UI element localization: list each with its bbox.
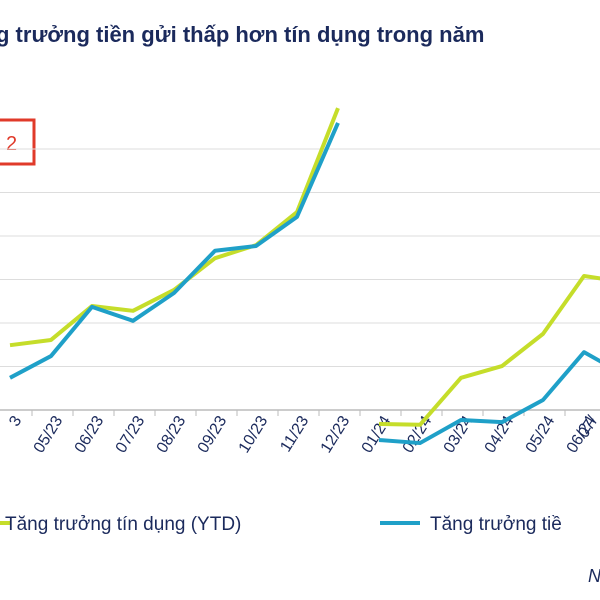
x-tick-label: 06/23 — [72, 413, 108, 456]
series-line — [9, 107, 340, 348]
x-tick-label: 10/23 — [236, 413, 272, 456]
x-tick-label: 09/23 — [195, 413, 231, 456]
x-tick-label: 01/24 — [359, 413, 395, 456]
x-tick-label: 3 — [6, 413, 25, 430]
x-tick-label: 07/23 — [113, 413, 149, 456]
series-line — [378, 350, 600, 446]
source-note: N — [588, 566, 600, 586]
badge: 2 — [6, 133, 17, 155]
x-tick-label: 02/24 — [400, 413, 436, 456]
x-tick-label: 08/23 — [154, 413, 190, 456]
series-line — [378, 274, 600, 427]
x-tick-label: 05/23 — [31, 413, 67, 456]
x-tick-label: 05/24 — [523, 413, 559, 456]
x-tick-label: 11/23 — [277, 413, 312, 455]
badge-box — [0, 118, 36, 166]
legend-label: Tăng trưởng tín dụng (YTD) — [5, 514, 241, 535]
legend-label: Tăng trưởng tiề — [430, 514, 562, 535]
series-line — [9, 122, 340, 380]
chart-title: g trưởng tiền gửi thấp hơn tín dụng tron… — [0, 22, 484, 47]
x-tick-label: 12/23 — [318, 413, 354, 456]
